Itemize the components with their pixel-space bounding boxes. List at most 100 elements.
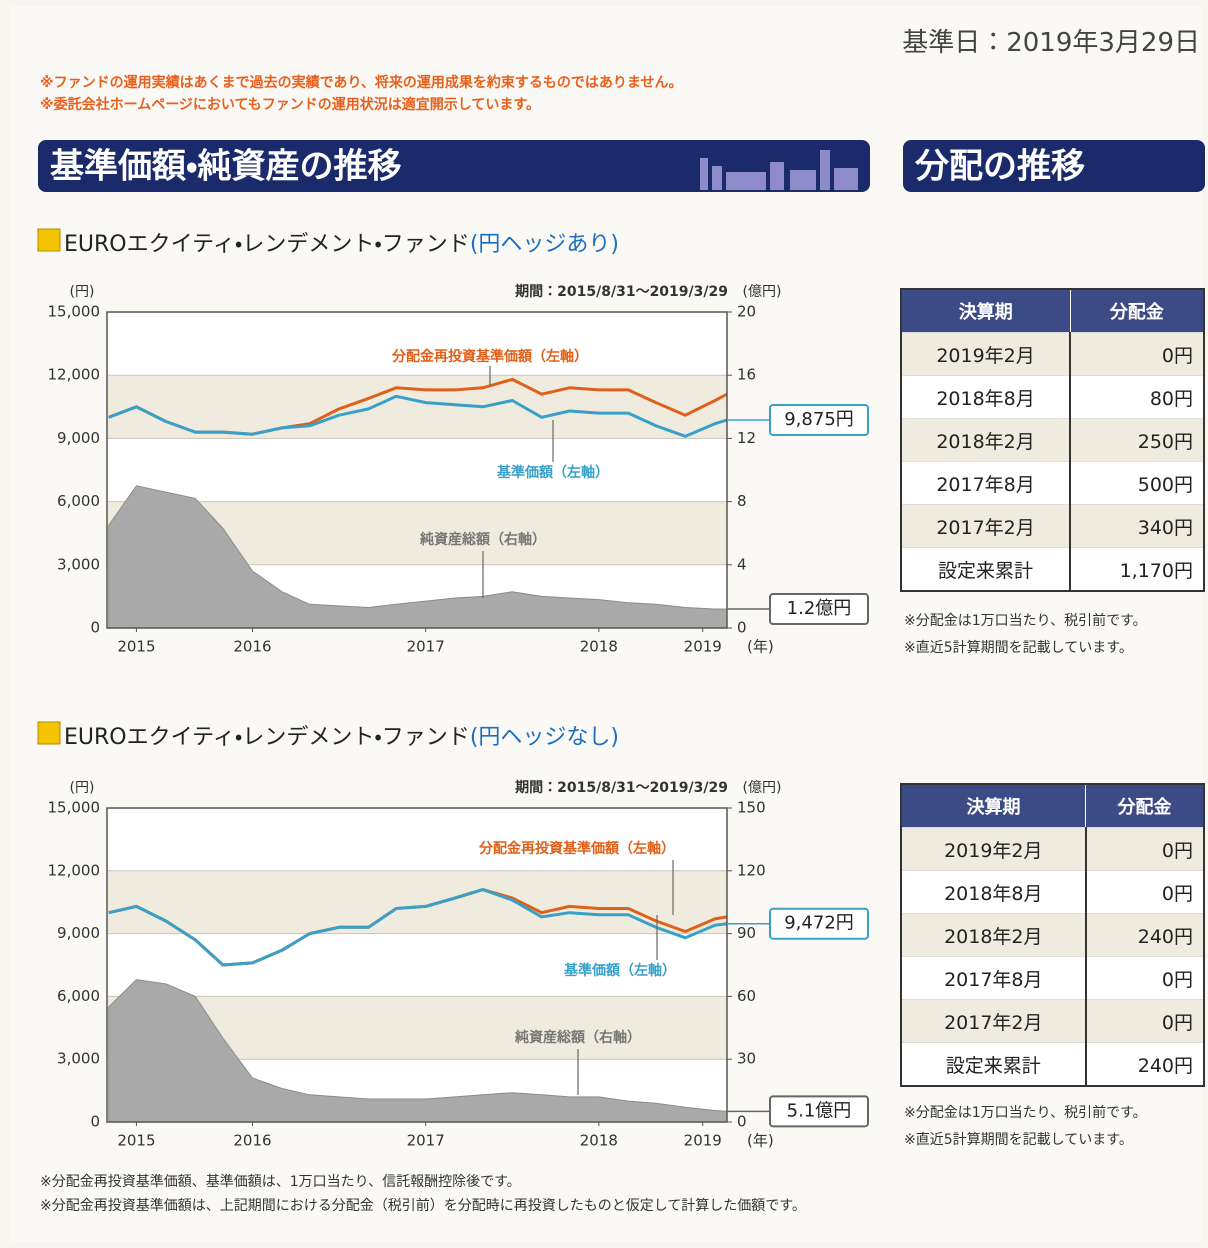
x-tick-label: 2016 (233, 638, 271, 656)
y2-tick-label: 8 (737, 492, 747, 510)
series-label: 分配金再投資基準価額（左軸） (391, 348, 588, 365)
y-tick-label: 0 (90, 619, 100, 637)
fund-title: EUROエクイティ・レンデメント・ファンド(円ヘッジあり) (64, 226, 619, 258)
period: 期間：2015/8/31～2019/3/29 (515, 284, 728, 300)
y2-tick-label: 0 (737, 619, 747, 637)
y-tick-label: 12,000 (48, 861, 101, 879)
y2-tick-label: 60 (737, 987, 756, 1005)
footnotes: ※分配金再投資基準価額、基準価額は、1万口当たり、信託報酬控除後です。 ※分配金… (40, 1170, 840, 1218)
y2-unit: (億円) (743, 284, 782, 300)
table-cell: 設定来累計 (901, 1043, 1086, 1087)
table-cell: 0円 (1086, 957, 1204, 1000)
y-tick-label: 6,000 (57, 492, 100, 510)
y2-tick-label: 20 (737, 303, 756, 321)
grid-band (107, 375, 727, 438)
table-cell: 1,170円 (1070, 548, 1204, 592)
y2-tick-label: 0 (737, 1113, 747, 1131)
column-header: 決算期 (901, 784, 1086, 828)
y-tick-label: 15,000 (48, 303, 101, 321)
table-cell: 設定来累計 (901, 548, 1070, 592)
period: 期間：2015/8/31～2019/3/29 (515, 780, 728, 796)
x-tick-label: 2019 (684, 1132, 722, 1150)
y-tick-label: 9,000 (57, 429, 100, 447)
series-label: 基準価額（左軸） (497, 464, 609, 481)
table-cell: 2018年2月 (901, 914, 1086, 957)
callout-label: 9,875円 (784, 409, 854, 430)
y2-tick-label: 16 (737, 366, 756, 384)
x-tick-label: 2016 (233, 1132, 271, 1150)
base-date: 基準日：2019年3月29日 (902, 22, 1200, 59)
grid-band (107, 871, 727, 934)
table-cell: 2019年2月 (901, 828, 1086, 871)
table-cell: 2018年2月 (901, 419, 1070, 462)
section-title: 基準価額・純資産の推移 (50, 147, 402, 187)
column-header: 分配金 (1086, 784, 1204, 828)
table-cell: 2017年8月 (901, 957, 1086, 1000)
callout-label: 5.1億円 (787, 1100, 852, 1121)
y2-tick-label: 4 (737, 555, 747, 573)
series-label: 基準価額（左軸） (564, 962, 676, 979)
table-cell: 2017年2月 (901, 505, 1070, 548)
table-cell: 2017年8月 (901, 462, 1070, 505)
table-row: 設定来累計240円 (901, 1043, 1204, 1087)
table-note: ※分配金は1万口当たり、税引前です。 (904, 1100, 1147, 1127)
y2-tick-label: 150 (737, 799, 766, 817)
table-note: ※直近5計算期間を記載しています。 (904, 1127, 1147, 1154)
callout-label: 1.2億円 (787, 598, 852, 619)
table-cell: 0円 (1086, 1000, 1204, 1043)
callout-label: 9,472円 (784, 913, 854, 934)
series-label: 純資産総額（右軸） (419, 531, 546, 548)
x-tick-label: 2018 (580, 1132, 618, 1150)
y2-tick-label: 12 (737, 429, 756, 447)
series-label: 分配金再投資基準価額（左軸） (478, 840, 675, 857)
y-tick-label: 3,000 (57, 555, 100, 573)
section-title: 分配の推移 (914, 147, 1085, 187)
table-row: 設定来累計1,170円 (901, 548, 1204, 592)
table-cell: 500円 (1070, 462, 1204, 505)
y-tick-label: 12,000 (48, 366, 101, 384)
table-cell: 2018年8月 (901, 871, 1086, 914)
x-tick-label: 2015 (117, 1132, 155, 1150)
y-unit: (円) (70, 780, 95, 796)
x-tick-label: 2015 (117, 638, 155, 656)
y-tick-label: 3,000 (57, 1050, 100, 1068)
y-unit: (円) (70, 284, 95, 300)
y-tick-label: 9,000 (57, 924, 100, 942)
table-cell: 2019年2月 (901, 333, 1070, 376)
distribution-table: 決算期分配金2019年2月0円2018年8月0円2018年2月240円2017年… (900, 783, 1205, 1087)
x-unit: (年) (747, 638, 774, 656)
y2-tick-label: 30 (737, 1050, 756, 1068)
table-notes: ※分配金は1万口当たり、税引前です。※直近5計算期間を記載しています。 (904, 608, 1147, 662)
series-label: 純資産総額（右軸） (514, 1029, 641, 1046)
table-cell: 0円 (1086, 828, 1204, 871)
table-row: 2017年2月0円 (901, 1000, 1204, 1043)
table-cell: 240円 (1086, 1043, 1204, 1087)
fund-name: EUROエクイティ・レンデメント・ファンド (64, 725, 470, 750)
table-note: ※分配金は1万口当たり、税引前です。 (904, 608, 1147, 635)
x-tick-label: 2017 (407, 638, 445, 656)
fund-marker (38, 722, 60, 744)
header-row: 決算期分配金 (901, 784, 1204, 828)
x-tick-label: 2019 (684, 638, 722, 656)
x-tick-label: 2018 (580, 638, 618, 656)
y2-tick-label: 120 (737, 861, 766, 879)
table-notes: ※分配金は1万口当たり、税引前です。※直近5計算期間を記載しています。 (904, 1100, 1147, 1154)
footnote: ※分配金再投資基準価額、基準価額は、1万口当たり、信託報酬控除後です。 (40, 1170, 840, 1194)
page: {"header": {"date": "基準日：2019年3月29日", "n… (0, 0, 1208, 1248)
y-tick-label: 15,000 (48, 799, 101, 817)
table-cell: 0円 (1086, 871, 1204, 914)
table-note: ※直近5計算期間を記載しています。 (904, 635, 1147, 662)
x-tick-label: 2017 (407, 1132, 445, 1150)
fund-marker (38, 229, 60, 251)
fund-name: EUROエクイティ・レンデメント・ファンド (64, 232, 470, 257)
footnote: ※分配金再投資基準価額は、上記期間における分配金（税引前）を分配時に再投資したも… (40, 1194, 840, 1218)
y2-tick-label: 90 (737, 924, 756, 942)
distribution-table: 決算期分配金2019年2月0円2018年8月80円2018年2月250円2017… (900, 288, 1205, 592)
